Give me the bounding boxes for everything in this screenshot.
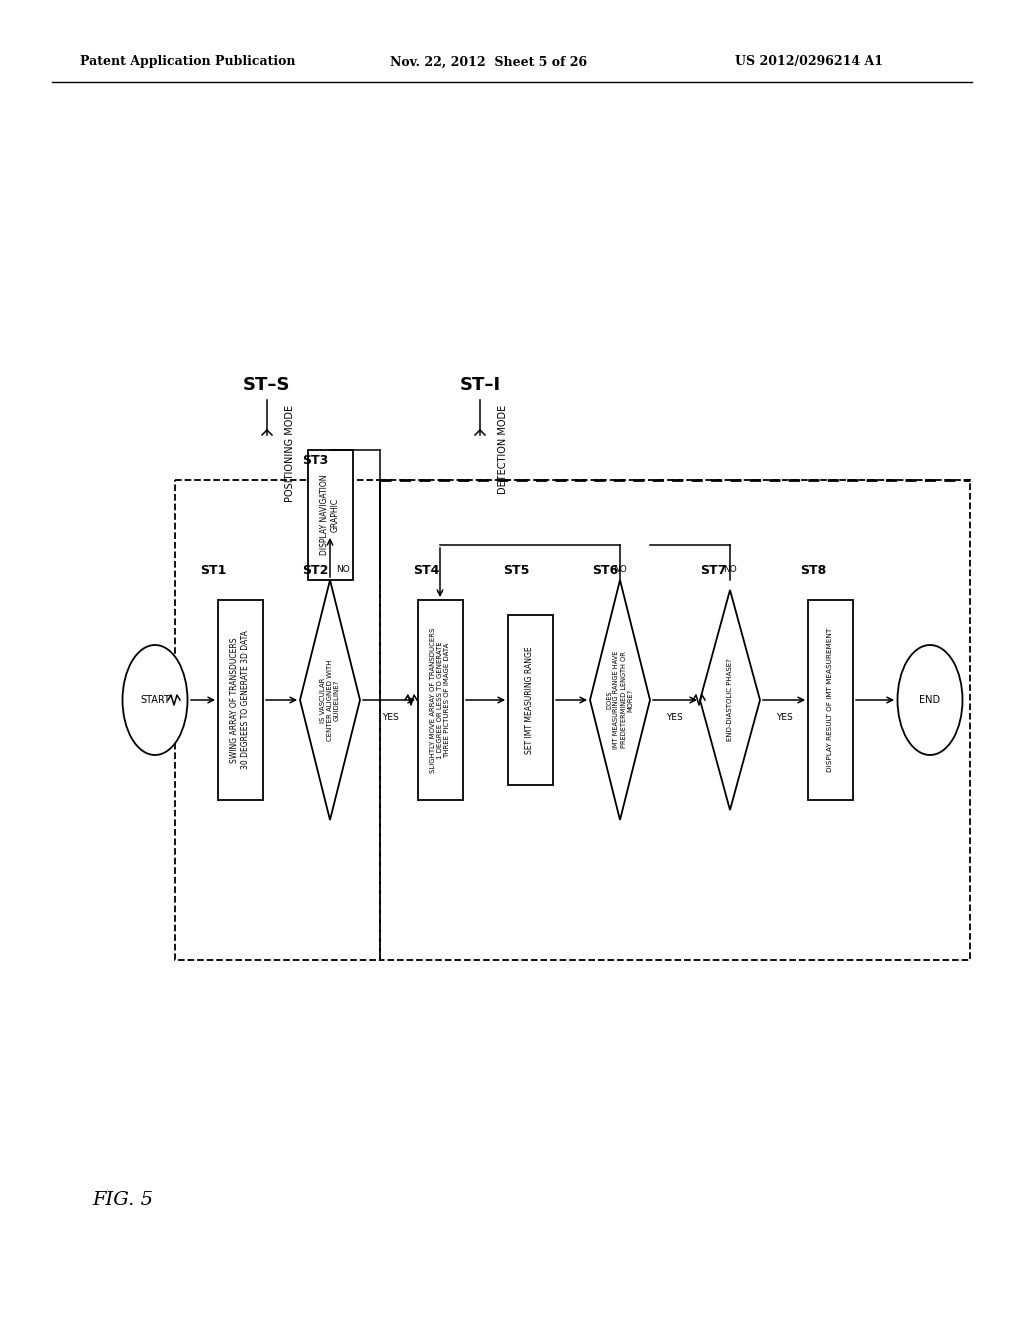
Text: Patent Application Publication: Patent Application Publication [80,55,296,69]
Text: FIG. 5: FIG. 5 [92,1191,153,1209]
Text: NO: NO [336,565,350,574]
Text: YES: YES [775,713,793,722]
Text: END-DIASTOLIC PHASE?: END-DIASTOLIC PHASE? [727,659,733,742]
Text: US 2012/0296214 A1: US 2012/0296214 A1 [735,55,883,69]
Text: SET IMT MEASURING RANGE: SET IMT MEASURING RANGE [525,647,535,754]
Text: ST5: ST5 [503,564,529,577]
Text: ST–S: ST–S [244,376,291,393]
Text: DOES
IMT MEASURING RANGE HAVE
PREDETERMINED LENGTH OR
MORE?: DOES IMT MEASURING RANGE HAVE PREDETERMI… [606,651,634,750]
Bar [418,601,463,800]
Text: ST–I: ST–I [460,376,501,393]
Text: NO: NO [723,565,737,574]
Text: NO: NO [613,565,627,574]
Text: END: END [920,696,941,705]
Text: YES: YES [382,713,398,722]
Polygon shape [700,590,760,810]
Text: ST4: ST4 [413,564,439,577]
Text: START: START [140,696,170,705]
Ellipse shape [123,645,187,755]
Polygon shape [300,579,360,820]
Text: DISPLAY RESULT OF IMT MEASUREMENT: DISPLAY RESULT OF IMT MEASUREMENT [827,628,833,772]
Text: ST7: ST7 [700,564,726,577]
Bar [380,480,970,960]
Bar [175,480,380,960]
Text: SWING ARRAY OF TRANSDUCERS
30 DEGREES TO GENERATE 3D DATA: SWING ARRAY OF TRANSDUCERS 30 DEGREES TO… [230,631,250,770]
Text: ST8: ST8 [800,564,826,577]
Text: POSITIONING MODE: POSITIONING MODE [285,405,295,502]
Text: IS VASCULAR
CENTER ALIGNED WITH
GUIDELINE?: IS VASCULAR CENTER ALIGNED WITH GUIDELIN… [319,659,340,741]
Text: DISPLAY NAVIGATION
GRAPHIC: DISPLAY NAVIGATION GRAPHIC [321,475,340,556]
Text: DETECTION MODE: DETECTION MODE [498,405,508,494]
Text: SLIGHTLY MOVE ARRAY OF TRANSDUCERS
1 DEGREE OR LESS TO GENERATE
THREE PICTURES O: SLIGHTLY MOVE ARRAY OF TRANSDUCERS 1 DEG… [430,627,450,772]
Bar [508,615,553,785]
Text: ST2: ST2 [302,564,329,577]
Bar [217,601,262,800]
Polygon shape [590,579,650,820]
Text: ST1: ST1 [200,564,226,577]
Ellipse shape [897,645,963,755]
Bar [808,601,853,800]
Text: YES: YES [666,713,682,722]
Text: ST3: ST3 [302,454,329,466]
Text: Nov. 22, 2012  Sheet 5 of 26: Nov. 22, 2012 Sheet 5 of 26 [390,55,587,69]
Bar [307,450,352,579]
Text: ST6: ST6 [592,564,618,577]
